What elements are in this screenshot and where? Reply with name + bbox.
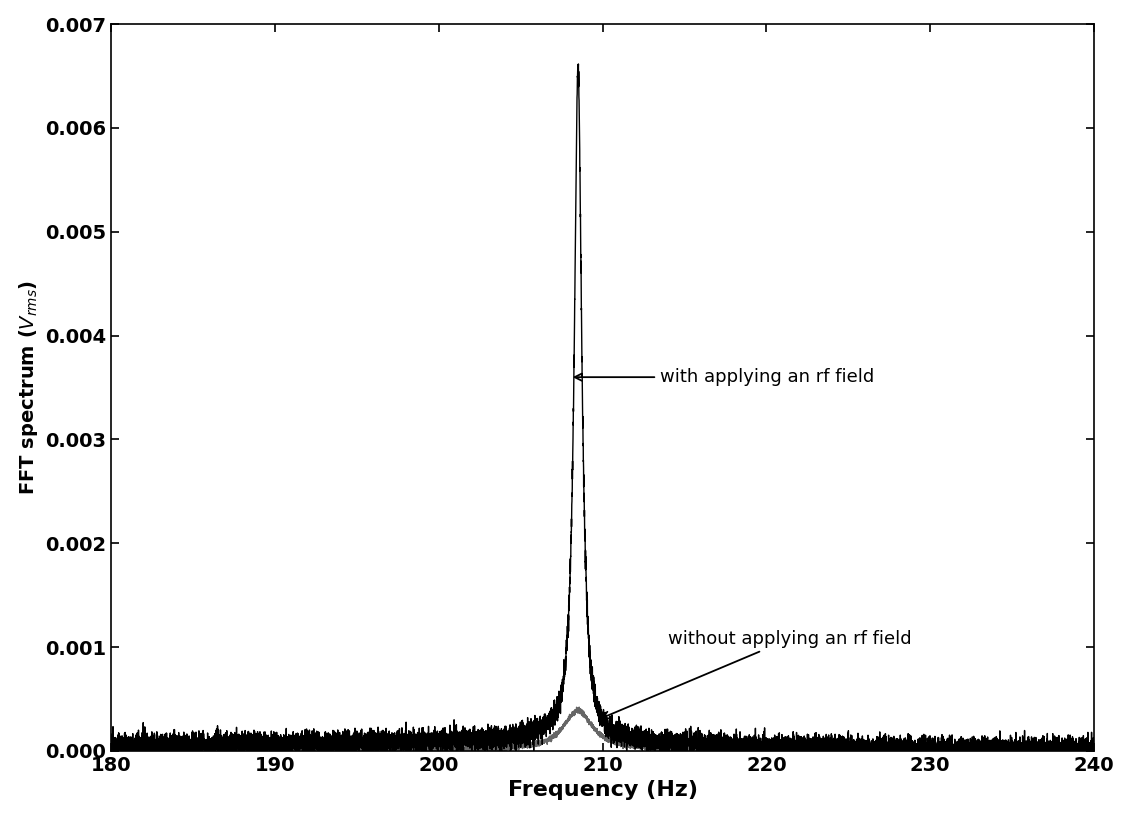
Text: with applying an rf field: with applying an rf field xyxy=(575,368,874,386)
X-axis label: Frequency (Hz): Frequency (Hz) xyxy=(508,780,698,801)
Text: without applying an rf field: without applying an rf field xyxy=(602,630,912,718)
Y-axis label: FFT spectrum ($V_{rms}$): FFT spectrum ($V_{rms}$) xyxy=(17,280,40,495)
